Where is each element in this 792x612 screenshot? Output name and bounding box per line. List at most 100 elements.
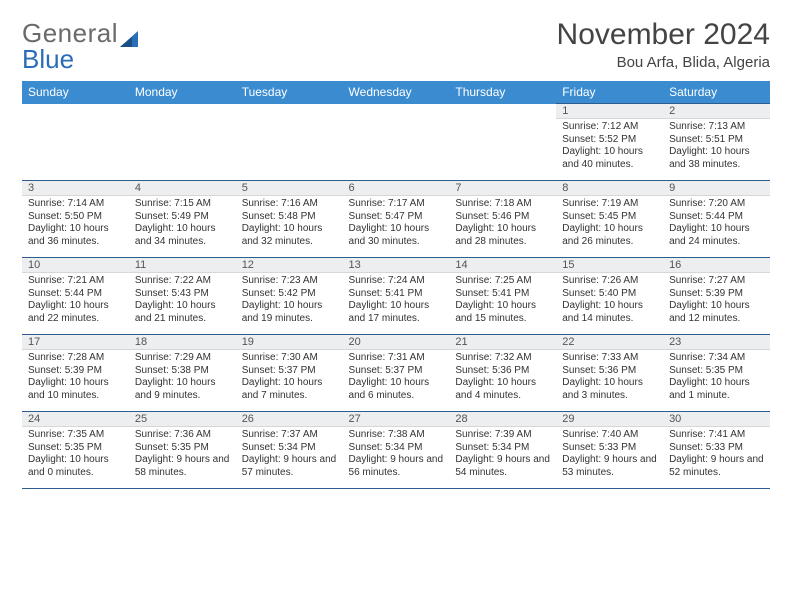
sunrise-text: Sunrise: 7:16 AM <box>242 198 337 211</box>
day-number-row: 24252627282930 <box>22 412 770 427</box>
day-number <box>449 104 556 119</box>
daylight-text: Daylight: 10 hours and 10 minutes. <box>28 377 123 402</box>
day-cell <box>449 119 556 181</box>
day-cell: Sunrise: 7:28 AMSunset: 5:39 PMDaylight:… <box>22 350 129 412</box>
sunrise-text: Sunrise: 7:41 AM <box>669 429 764 442</box>
weekday-header-row: Sunday Monday Tuesday Wednesday Thursday… <box>22 81 770 104</box>
weekday-header: Wednesday <box>343 81 450 104</box>
day-number: 15 <box>556 258 663 273</box>
daylight-text: Daylight: 9 hours and 57 minutes. <box>242 454 337 479</box>
day-content-row: Sunrise: 7:21 AMSunset: 5:44 PMDaylight:… <box>22 273 770 335</box>
sunset-text: Sunset: 5:33 PM <box>669 442 764 455</box>
day-cell: Sunrise: 7:27 AMSunset: 5:39 PMDaylight:… <box>663 273 770 335</box>
daylight-text: Daylight: 10 hours and 21 minutes. <box>135 300 230 325</box>
day-cell: Sunrise: 7:17 AMSunset: 5:47 PMDaylight:… <box>343 196 450 258</box>
sunrise-text: Sunrise: 7:35 AM <box>28 429 123 442</box>
sunset-text: Sunset: 5:42 PM <box>242 288 337 301</box>
daylight-text: Daylight: 10 hours and 28 minutes. <box>455 223 550 248</box>
day-cell: Sunrise: 7:29 AMSunset: 5:38 PMDaylight:… <box>129 350 236 412</box>
day-number: 13 <box>343 258 450 273</box>
day-cell: Sunrise: 7:32 AMSunset: 5:36 PMDaylight:… <box>449 350 556 412</box>
day-cell: Sunrise: 7:15 AMSunset: 5:49 PMDaylight:… <box>129 196 236 258</box>
day-number <box>129 104 236 119</box>
day-number: 2 <box>663 104 770 119</box>
sunrise-text: Sunrise: 7:22 AM <box>135 275 230 288</box>
sail-icon <box>120 29 142 49</box>
day-cell: Sunrise: 7:37 AMSunset: 5:34 PMDaylight:… <box>236 427 343 489</box>
location: Bou Arfa, Blida, Algeria <box>557 54 770 71</box>
sunrise-text: Sunrise: 7:17 AM <box>349 198 444 211</box>
day-number: 30 <box>663 412 770 427</box>
sunset-text: Sunset: 5:34 PM <box>242 442 337 455</box>
day-content-row: Sunrise: 7:14 AMSunset: 5:50 PMDaylight:… <box>22 196 770 258</box>
daylight-text: Daylight: 9 hours and 53 minutes. <box>562 454 657 479</box>
weekday-header: Saturday <box>663 81 770 104</box>
sunset-text: Sunset: 5:36 PM <box>455 365 550 378</box>
sunrise-text: Sunrise: 7:38 AM <box>349 429 444 442</box>
day-number: 19 <box>236 335 343 350</box>
daylight-text: Daylight: 10 hours and 9 minutes. <box>135 377 230 402</box>
day-cell: Sunrise: 7:30 AMSunset: 5:37 PMDaylight:… <box>236 350 343 412</box>
day-cell: Sunrise: 7:22 AMSunset: 5:43 PMDaylight:… <box>129 273 236 335</box>
day-cell: Sunrise: 7:26 AMSunset: 5:40 PMDaylight:… <box>556 273 663 335</box>
daylight-text: Daylight: 10 hours and 15 minutes. <box>455 300 550 325</box>
day-number: 7 <box>449 181 556 196</box>
weekday-header: Sunday <box>22 81 129 104</box>
day-number <box>22 104 129 119</box>
day-cell: Sunrise: 7:36 AMSunset: 5:35 PMDaylight:… <box>129 427 236 489</box>
day-number-row: 12 <box>22 104 770 119</box>
weekday-header: Tuesday <box>236 81 343 104</box>
day-number: 16 <box>663 258 770 273</box>
day-cell: Sunrise: 7:33 AMSunset: 5:36 PMDaylight:… <box>556 350 663 412</box>
sunset-text: Sunset: 5:44 PM <box>28 288 123 301</box>
weekday-header: Monday <box>129 81 236 104</box>
daylight-text: Daylight: 10 hours and 32 minutes. <box>242 223 337 248</box>
day-cell: Sunrise: 7:39 AMSunset: 5:34 PMDaylight:… <box>449 427 556 489</box>
day-number-row: 3456789 <box>22 181 770 196</box>
daylight-text: Daylight: 10 hours and 1 minute. <box>669 377 764 402</box>
day-content-row: Sunrise: 7:28 AMSunset: 5:39 PMDaylight:… <box>22 350 770 412</box>
sunset-text: Sunset: 5:34 PM <box>455 442 550 455</box>
daylight-text: Daylight: 10 hours and 19 minutes. <box>242 300 337 325</box>
sunset-text: Sunset: 5:41 PM <box>349 288 444 301</box>
sunset-text: Sunset: 5:39 PM <box>28 365 123 378</box>
sunrise-text: Sunrise: 7:20 AM <box>669 198 764 211</box>
daylight-text: Daylight: 9 hours and 52 minutes. <box>669 454 764 479</box>
daylight-text: Daylight: 10 hours and 4 minutes. <box>455 377 550 402</box>
sunrise-text: Sunrise: 7:40 AM <box>562 429 657 442</box>
sunrise-text: Sunrise: 7:12 AM <box>562 121 657 134</box>
day-cell: Sunrise: 7:18 AMSunset: 5:46 PMDaylight:… <box>449 196 556 258</box>
sunset-text: Sunset: 5:33 PM <box>562 442 657 455</box>
daylight-text: Daylight: 10 hours and 12 minutes. <box>669 300 764 325</box>
day-number: 10 <box>22 258 129 273</box>
daylight-text: Daylight: 10 hours and 34 minutes. <box>135 223 230 248</box>
day-number: 23 <box>663 335 770 350</box>
day-cell <box>22 119 129 181</box>
sunset-text: Sunset: 5:48 PM <box>242 211 337 224</box>
sunrise-text: Sunrise: 7:27 AM <box>669 275 764 288</box>
daylight-text: Daylight: 10 hours and 24 minutes. <box>669 223 764 248</box>
sunset-text: Sunset: 5:39 PM <box>669 288 764 301</box>
day-cell: Sunrise: 7:24 AMSunset: 5:41 PMDaylight:… <box>343 273 450 335</box>
day-number: 12 <box>236 258 343 273</box>
daylight-text: Daylight: 10 hours and 6 minutes. <box>349 377 444 402</box>
day-cell: Sunrise: 7:40 AMSunset: 5:33 PMDaylight:… <box>556 427 663 489</box>
day-cell: Sunrise: 7:41 AMSunset: 5:33 PMDaylight:… <box>663 427 770 489</box>
day-cell <box>343 119 450 181</box>
sunset-text: Sunset: 5:43 PM <box>135 288 230 301</box>
day-cell: Sunrise: 7:12 AMSunset: 5:52 PMDaylight:… <box>556 119 663 181</box>
daylight-text: Daylight: 10 hours and 22 minutes. <box>28 300 123 325</box>
sunrise-text: Sunrise: 7:15 AM <box>135 198 230 211</box>
day-cell: Sunrise: 7:34 AMSunset: 5:35 PMDaylight:… <box>663 350 770 412</box>
sunset-text: Sunset: 5:52 PM <box>562 134 657 147</box>
day-cell: Sunrise: 7:14 AMSunset: 5:50 PMDaylight:… <box>22 196 129 258</box>
sunset-text: Sunset: 5:47 PM <box>349 211 444 224</box>
sunset-text: Sunset: 5:36 PM <box>562 365 657 378</box>
calendar-body: 12Sunrise: 7:12 AMSunset: 5:52 PMDayligh… <box>22 104 770 489</box>
sunset-text: Sunset: 5:40 PM <box>562 288 657 301</box>
sunset-text: Sunset: 5:35 PM <box>135 442 230 455</box>
day-number: 5 <box>236 181 343 196</box>
day-number: 25 <box>129 412 236 427</box>
sunrise-text: Sunrise: 7:19 AM <box>562 198 657 211</box>
sunrise-text: Sunrise: 7:13 AM <box>669 121 764 134</box>
